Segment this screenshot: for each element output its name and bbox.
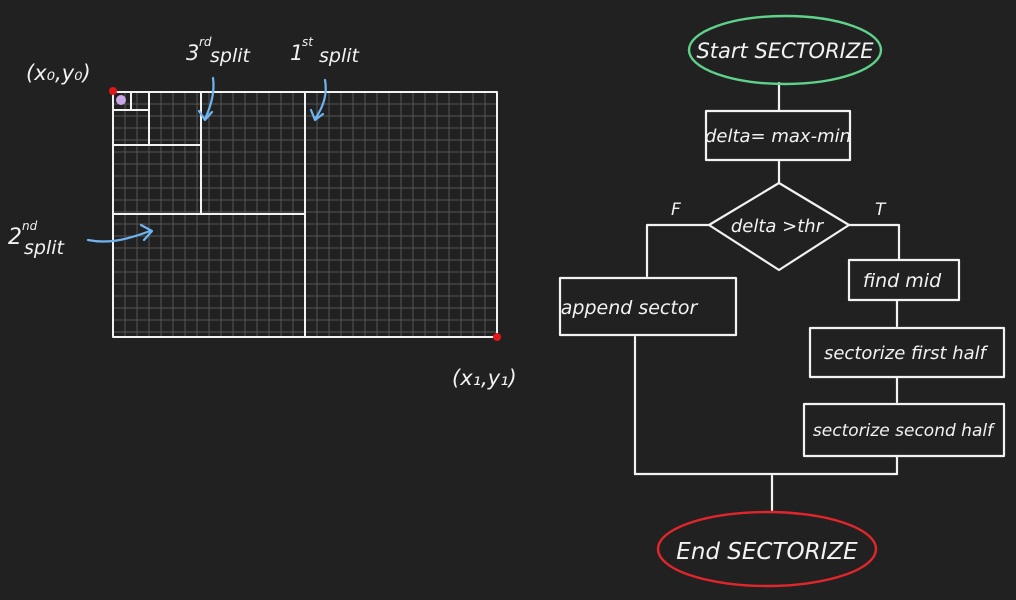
second-split-suffix: nd (22, 219, 38, 233)
third-split-ordinal: 3 (186, 41, 199, 65)
grid-diagram: (x₀,y₀) (x₁,y₁) 3 rd split 1 st split 2 … (8, 35, 517, 390)
third-split-word: split (210, 45, 252, 67)
start-terminal (687, 14, 883, 86)
append-sector-box (558, 276, 738, 337)
true-branch-label: T (875, 200, 887, 220)
first-split-word: split (319, 45, 361, 67)
first-split-arrowhead (309, 108, 325, 122)
corner-label-top-left: (x₀,y₀) (26, 61, 91, 85)
end-terminal (656, 510, 878, 588)
delta-box (704, 109, 852, 162)
find-mid-label: find mid (863, 270, 942, 292)
sectorize-first-half-label: sectorize first half (824, 343, 989, 364)
start-label: Start SECTORIZE (696, 39, 874, 63)
sectorize-second-half-label: sectorize second half (813, 421, 996, 441)
top-left-corner-dot (109, 87, 117, 95)
flowchart: Start SECTORIZE delta= max-min delta >th… (558, 14, 1006, 588)
end-label: End SECTORIZE (676, 539, 858, 565)
decision-diamond (707, 181, 851, 272)
sector-dot (116, 95, 126, 105)
second-split-word: split (24, 237, 66, 259)
append-sector-label: append sector (561, 297, 699, 319)
third-split-label: 3 rd split (186, 35, 252, 67)
third-split-arrow (203, 76, 215, 121)
second-split-arrow (86, 229, 152, 243)
bottom-right-corner-dot (493, 333, 501, 341)
first-split-suffix: st (302, 35, 314, 49)
third-split-suffix: rd (199, 35, 212, 49)
second-split-ordinal: 2 (8, 225, 22, 250)
third-split-arrowhead (197, 109, 214, 122)
first-split-label: 1 st split (290, 35, 361, 67)
first-split-arrow (313, 78, 327, 121)
find-mid-box (847, 258, 961, 302)
sectorize-second-half-box (802, 402, 1006, 458)
second-split-label: 2 nd split (8, 219, 66, 259)
sectorize-first-half-box (808, 326, 1006, 379)
first-split-ordinal: 1 (290, 41, 303, 65)
corner-label-bottom-right: (x₁,y₁) (452, 366, 517, 390)
decision-label: delta >thr (731, 216, 825, 237)
second-split-arrowhead (139, 223, 154, 242)
flow-connectors (633, 81, 901, 512)
false-branch-label: F (671, 200, 681, 220)
delta-label: delta= max-min (705, 126, 851, 147)
